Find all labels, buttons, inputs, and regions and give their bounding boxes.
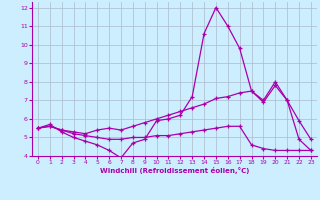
X-axis label: Windchill (Refroidissement éolien,°C): Windchill (Refroidissement éolien,°C) [100, 167, 249, 174]
